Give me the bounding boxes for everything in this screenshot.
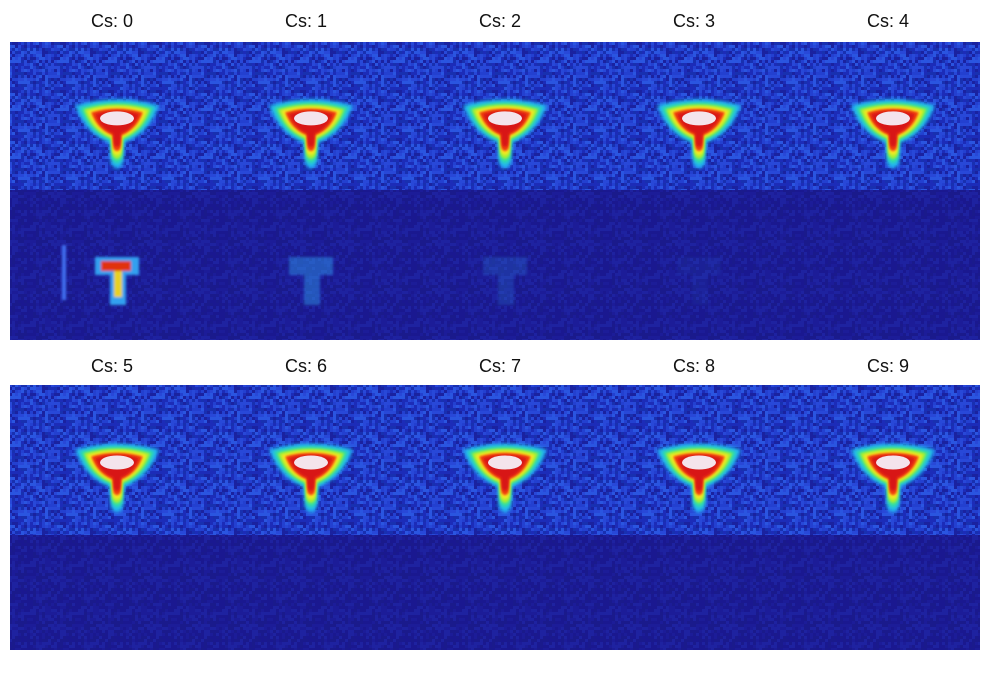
heatmap-lower [204,535,398,650]
heatmap-lower [786,190,980,340]
panel-label: Cs: 5 [91,356,133,376]
panel-label: Cs: 3 [673,11,715,31]
panel: Cs: 0 [10,11,204,340]
heatmap-lower [398,535,592,650]
panel: Cs: 2 [398,11,592,340]
panel: Cs: 6 [204,356,398,650]
panel-label: Cs: 7 [479,356,521,376]
panel: Cs: 1 [204,11,398,340]
panel: Cs: 8 [592,356,786,650]
panel-label: Cs: 1 [285,11,327,31]
panel: Cs: 5 [10,356,204,650]
panel-label: Cs: 2 [479,11,521,31]
panel-label: Cs: 4 [867,11,909,31]
panel-label: Cs: 9 [867,356,909,376]
heatmap-lower [786,535,980,650]
panel-label: Cs: 0 [91,11,133,31]
panel: Cs: 9 [786,356,980,650]
panel-label: Cs: 8 [673,356,715,376]
heatmap-lower [10,535,204,650]
panel: Cs: 4 [786,11,980,340]
panel: Cs: 3 [592,11,786,340]
heatmap-lower [592,535,786,650]
panel-label: Cs: 6 [285,356,327,376]
panel: Cs: 7 [398,356,592,650]
figure: Cs: 0 Cs: 1 Cs: 2 Cs: 3 Cs: 4 Cs: 5 Cs: 6 Cs: 7… [0,0,982,675]
